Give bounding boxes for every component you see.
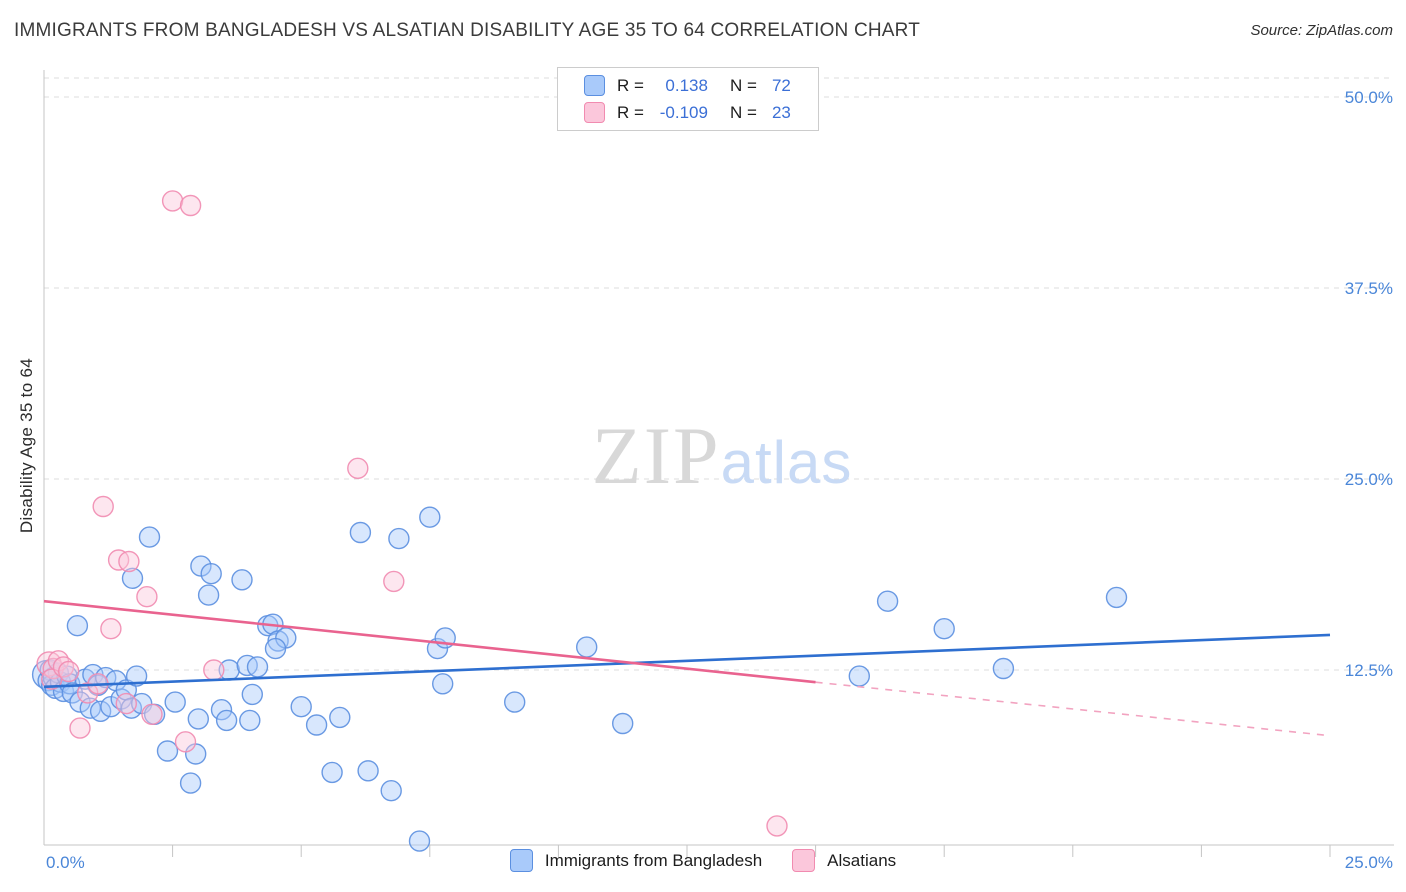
point-alsatians <box>118 550 140 573</box>
source-link[interactable]: Source: ZipAtlas.com <box>1250 22 1393 39</box>
point-alsatians <box>161 190 184 212</box>
point-bangladesh <box>419 506 441 528</box>
r-label: R = <box>617 102 644 122</box>
point-alsatians <box>383 570 405 593</box>
point-bangladesh <box>290 696 312 718</box>
y-tick-label: 25.0% <box>1345 470 1393 489</box>
n-label: N = <box>729 75 757 95</box>
r-value-alsatians: -0.109 <box>659 102 708 122</box>
alsatians-legend-swatch <box>792 849 816 872</box>
point-alsatians <box>203 659 225 681</box>
x-axis-min-label: 0.0% <box>46 853 85 872</box>
point-bangladesh <box>933 618 955 640</box>
r-label: R = <box>617 75 644 95</box>
point-bangladesh <box>197 584 220 606</box>
point-bangladesh <box>179 772 202 794</box>
point-bangladesh <box>89 700 112 722</box>
point-bangladesh <box>156 740 179 762</box>
stats-row-bangladesh: R = 0.138 N = 72 <box>584 75 818 96</box>
point-alsatians <box>100 618 122 640</box>
y-tick-label: 50.0% <box>1345 88 1393 107</box>
point-bangladesh <box>612 712 634 735</box>
legend-item-alsatians[interactable]: Alsatians <box>792 849 896 872</box>
alsatians-legend-label: Alsatians <box>827 850 897 870</box>
page-title: IMMIGRANTS FROM BANGLADESH VS ALSATIAN D… <box>14 20 921 41</box>
point-bangladesh <box>138 526 161 548</box>
point-alsatians <box>136 586 158 608</box>
point-bangladesh <box>200 563 222 585</box>
legend-item-bangladesh[interactable]: Immigrants from Bangladesh <box>509 849 763 872</box>
point-bangladesh <box>66 615 89 637</box>
point-bangladesh <box>432 673 454 695</box>
point-bangladesh <box>329 706 351 729</box>
y-axis-title: Disability Age 35 to 64 <box>17 358 36 534</box>
trend-line-alsatians <box>43 599 816 684</box>
chart-legend: Immigrants from Bangladesh Alsatians <box>0 849 1406 872</box>
point-alsatians <box>115 692 138 715</box>
point-bangladesh <box>121 567 144 589</box>
correlation-stats-box: R = 0.138 N = 72 R = -0.109 N = 23 <box>557 67 819 131</box>
point-bangladesh <box>1105 586 1128 609</box>
point-alsatians <box>174 731 197 753</box>
point-alsatians <box>57 660 80 683</box>
point-bangladesh <box>576 636 598 658</box>
point-bangladesh <box>305 714 328 736</box>
point-bangladesh <box>992 657 1015 680</box>
point-bangladesh <box>380 780 402 802</box>
point-bangladesh <box>241 683 264 706</box>
point-alsatians <box>179 194 202 217</box>
point-bangladesh <box>349 521 372 544</box>
point-bangladesh <box>164 691 186 713</box>
point-bangladesh <box>408 830 431 852</box>
trend-line-immigrants-from-bangladesh <box>43 633 1331 689</box>
point-alsatians <box>92 495 114 518</box>
point-alsatians <box>766 815 788 837</box>
point-bangladesh <box>321 761 343 784</box>
r-value-bangladesh: 0.138 <box>665 75 708 95</box>
point-bangladesh <box>239 709 261 732</box>
trend-line-alsatians <box>815 681 1331 737</box>
stats-row-alsatians: R = -0.109 N = 23 <box>584 102 818 123</box>
point-bangladesh <box>848 665 870 687</box>
point-bangladesh <box>357 760 379 782</box>
y-tick-label: 37.5% <box>1345 279 1393 298</box>
point-bangladesh <box>504 691 526 713</box>
n-value-alsatians: 23 <box>771 102 791 122</box>
point-bangladesh <box>215 709 238 732</box>
bangladesh-swatch <box>584 75 605 96</box>
bangladesh-legend-swatch <box>509 849 533 872</box>
bangladesh-legend-label: Immigrants from Bangladesh <box>544 850 763 870</box>
point-bangladesh <box>246 656 269 678</box>
point-bangladesh <box>264 637 287 660</box>
point-bangladesh <box>876 590 899 612</box>
x-axis-max-label: 25.0% <box>1344 853 1393 872</box>
point-bangladesh <box>388 527 410 550</box>
n-value-bangladesh: 72 <box>771 75 791 95</box>
point-alsatians <box>69 717 91 739</box>
point-bangladesh <box>125 665 148 687</box>
point-bangladesh <box>210 699 233 721</box>
y-tick-label: 12.5% <box>1345 661 1393 680</box>
point-bangladesh <box>187 708 210 730</box>
point-alsatians <box>141 703 163 725</box>
point-alsatians <box>347 457 369 479</box>
alsatians-swatch <box>584 102 605 123</box>
point-bangladesh <box>231 569 253 591</box>
n-label: N = <box>729 102 757 122</box>
